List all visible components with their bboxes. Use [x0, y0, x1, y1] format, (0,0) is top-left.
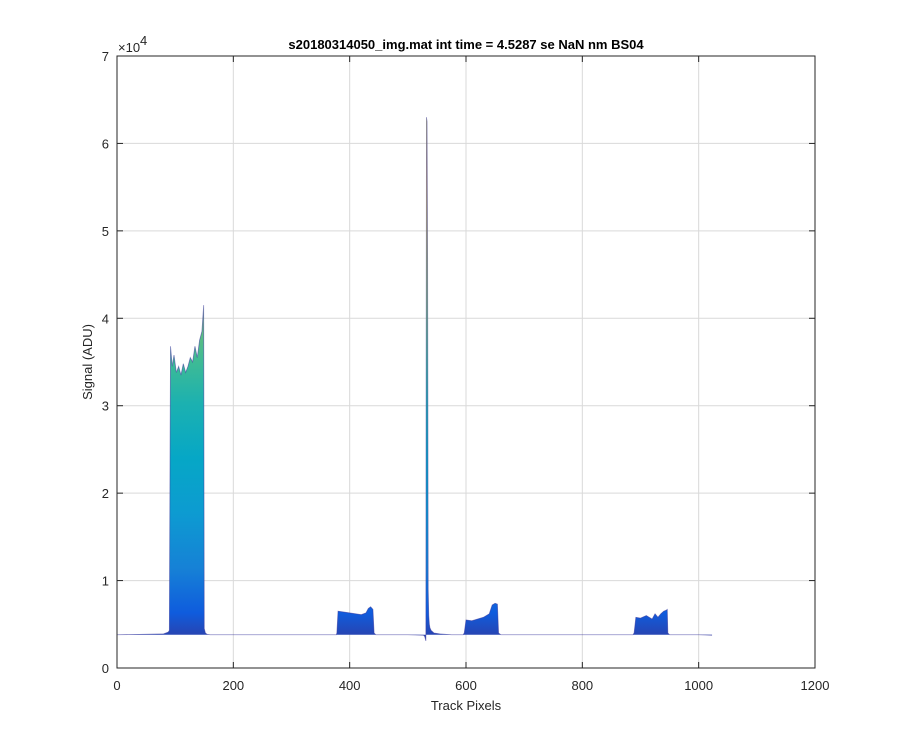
x-tick-label: 200	[222, 678, 244, 693]
signal-area-fill	[117, 117, 713, 641]
x-tick-label: 600	[455, 678, 477, 693]
series-layer	[116, 117, 713, 642]
signal-trace-line	[116, 117, 713, 642]
y-tick-label: 4	[102, 311, 109, 326]
chart-title: s20180314050_img.mat int time = 4.5287 s…	[288, 37, 644, 52]
y-tick-label: 3	[102, 399, 109, 414]
x-axis-label: Track Pixels	[431, 698, 502, 713]
x-tick-label: 400	[339, 678, 361, 693]
y-tick-label: 5	[102, 224, 109, 239]
x-tick-label: 1000	[684, 678, 713, 693]
y-tick-label: 2	[102, 486, 109, 501]
x-tick-label: 800	[571, 678, 593, 693]
x-tick-label: 1200	[801, 678, 830, 693]
y-axis-ticks: 0 1 2 3 4 5 6 7	[102, 49, 815, 676]
y-tick-label: 1	[102, 574, 109, 589]
x-axis-ticks: 0 200 400 600 800 1000 1200	[113, 56, 829, 693]
y-tick-label: 0	[102, 661, 109, 676]
x-tick-label: 0	[113, 678, 120, 693]
y-tick-label: 6	[102, 136, 109, 151]
y-tick-label: 7	[102, 49, 109, 64]
y-exponent-power: 4	[140, 33, 147, 48]
y-exponent-multiplier: ×10	[118, 40, 140, 55]
y-axis-label: Signal (ADU)	[80, 324, 95, 400]
